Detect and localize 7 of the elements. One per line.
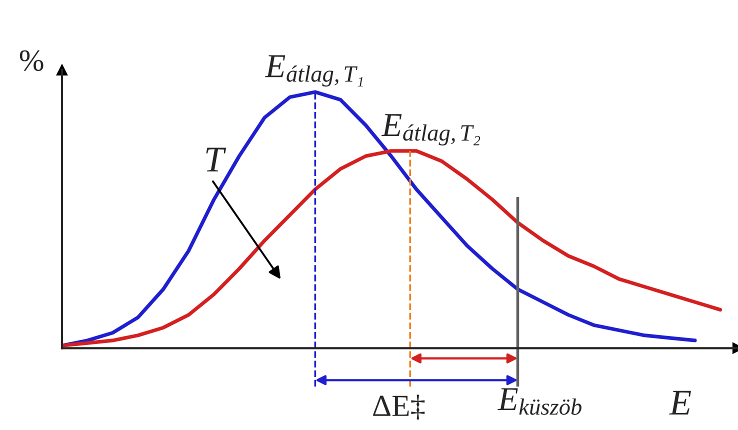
annotation: E$_{átlag,T₂}$ xyxy=(381,114,480,146)
text: ΔE‡ xyxy=(373,394,425,420)
y-axis-title: % xyxy=(20,50,44,71)
x-axis-title: E xyxy=(669,390,691,415)
text: E$_{küszöb}$ xyxy=(498,388,582,415)
annotation: T xyxy=(206,148,226,172)
text: E$_{átlag,T₁}$ xyxy=(264,55,363,87)
